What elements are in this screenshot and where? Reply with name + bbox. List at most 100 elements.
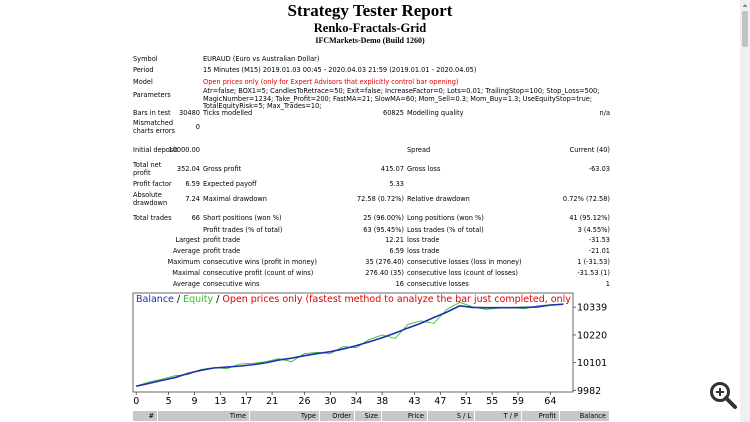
stat-label: profit trade: [203, 236, 241, 244]
stat-value: 0: [195, 123, 200, 131]
stat-label: Initial deposit: [133, 146, 178, 154]
y-tick-label: 10101: [577, 358, 607, 369]
stat-value: Average: [172, 280, 200, 288]
x-tick-label: 17: [240, 396, 252, 407]
server: IFCMarkets-Demo (Build 1260): [315, 36, 425, 45]
stat-label: Profit trades (% of total): [203, 226, 283, 234]
stat-value: 276.40 (35): [365, 269, 404, 277]
table-header-cell: Time: [158, 411, 250, 421]
stat-value: -31.53 (1): [577, 269, 610, 277]
stat-label: Gross profit: [203, 165, 242, 173]
stat-label: Short positions (won %): [203, 214, 282, 222]
scrollbar[interactable]: [740, 0, 750, 422]
legend-entry: Balance: [136, 294, 174, 305]
stat-value: Current (40): [569, 146, 610, 154]
stat-value: 6.59: [185, 180, 200, 188]
stat-label: Gross loss: [407, 165, 441, 173]
info-label: Model: [133, 78, 153, 86]
x-tick-label: 64: [544, 396, 556, 407]
legend: Balance / Equity / Open prices only (fastest…: [136, 294, 610, 305]
info-label: Period: [133, 66, 154, 74]
x-tick-label: 51: [460, 396, 472, 407]
series-line: [136, 303, 564, 387]
stat-label: consecutive losses: [407, 280, 469, 288]
legend-entry: Equity: [183, 294, 213, 305]
stat-label: Profit factor: [133, 180, 172, 188]
stat-value: 415.07: [380, 165, 404, 173]
stat-label: consecutive losses (loss in money): [407, 258, 522, 266]
x-tick-label: 55: [486, 396, 498, 407]
y-tick-label: 10220: [577, 330, 607, 341]
table-header-cell: T / P: [475, 411, 522, 421]
stat-label: Expected payoff: [203, 180, 257, 188]
x-tick-label: 9: [191, 396, 197, 407]
x-tick-label: 5: [166, 396, 172, 407]
stat-value: 10000.00: [168, 146, 200, 154]
stat-label: Total trades: [133, 214, 172, 222]
table-header-cell: S / L: [428, 411, 475, 421]
x-tick-label: 30: [324, 396, 336, 407]
info-value: Open prices only (only for Expert Adviso…: [203, 78, 459, 86]
table-header-cell: Type: [250, 411, 320, 421]
scroll-thumb[interactable]: [742, 11, 748, 47]
stat-value: n/a: [599, 109, 610, 117]
x-tick-label: 34: [350, 396, 362, 407]
info-value: EURAUD (Euro vs Australian Dollar): [203, 55, 320, 63]
stat-label: consecutive wins: [203, 280, 260, 288]
table-header-cell: Profit: [522, 411, 560, 421]
info-label: Symbol: [133, 55, 158, 63]
stat-value: Average: [172, 247, 200, 255]
report-subtitle: Renko-Fractals-Grid: [313, 21, 427, 35]
x-tick-label: 13: [214, 396, 226, 407]
plot-area: [132, 292, 574, 393]
stat-value: 60825: [383, 109, 404, 117]
stat-label: Bars in test: [133, 109, 171, 117]
stat-label: Loss trades (% of total): [407, 226, 484, 234]
zoom-button[interactable]: [706, 378, 740, 412]
x-tick-label: 43: [408, 396, 420, 407]
x-tick-label: 21: [266, 396, 278, 407]
stat-value: 3 (4.55%): [577, 226, 610, 234]
stat-value: Maximum: [167, 258, 201, 266]
stat-value: 35 (276.40): [365, 258, 404, 266]
x-tick-label: 38: [376, 396, 388, 407]
stat-label: Maximal drawdown: [203, 195, 267, 203]
stat-label: Long positions (won %): [407, 214, 484, 222]
legend-note: Open prices only (fastest method to anal…: [222, 294, 610, 305]
stat-value: 12.21: [385, 236, 404, 244]
y-tick-label: 10339: [577, 303, 607, 314]
stat-label: Absolute drawdown: [133, 191, 168, 207]
stat-value: 63 (95.45%): [363, 226, 404, 234]
table-header-cell: Order: [320, 411, 355, 421]
report-title: Strategy Tester Report: [287, 1, 453, 20]
legend-separator: /: [216, 294, 220, 305]
stat-value: 352.04: [176, 165, 200, 173]
x-tick-label: 47: [434, 396, 446, 407]
stat-label: Modelling quality: [407, 109, 464, 117]
table-header-cell: Balance: [560, 411, 610, 421]
stat-value: Maximal: [172, 269, 200, 277]
stat-label: consecutive profit (count of wins): [203, 269, 314, 277]
stat-value: 6.59: [389, 247, 404, 255]
scroll-up[interactable]: [742, 4, 748, 7]
scroll-track: [740, 0, 750, 422]
stat-value: -21.01: [588, 247, 610, 255]
stat-value: -63.03: [588, 165, 610, 173]
table-header-cell: Price: [382, 411, 428, 421]
x-tick-label: 0: [133, 396, 139, 407]
info-label: Parameters: [133, 91, 171, 99]
stat-value: 25 (96.00%): [363, 214, 404, 222]
info-value: 15 Minutes (M15) 2019.01.03 00:45 - 2020…: [203, 66, 477, 74]
stat-label: consecutive wins (profit in money): [203, 258, 318, 266]
stat-value: -31.53: [588, 236, 610, 244]
table-header-cell: #: [133, 411, 158, 421]
stat-value: 30480: [179, 109, 200, 117]
x-tick-label: 26: [298, 396, 310, 407]
stat-label: Spread: [407, 146, 431, 154]
stat-label: consecutive loss (count of losses): [407, 269, 518, 277]
stat-value: 1: [605, 280, 610, 288]
stat-value: 5.33: [389, 180, 404, 188]
stat-label: profit trade: [203, 247, 241, 255]
stat-value: 1 (-31.53): [577, 258, 610, 266]
